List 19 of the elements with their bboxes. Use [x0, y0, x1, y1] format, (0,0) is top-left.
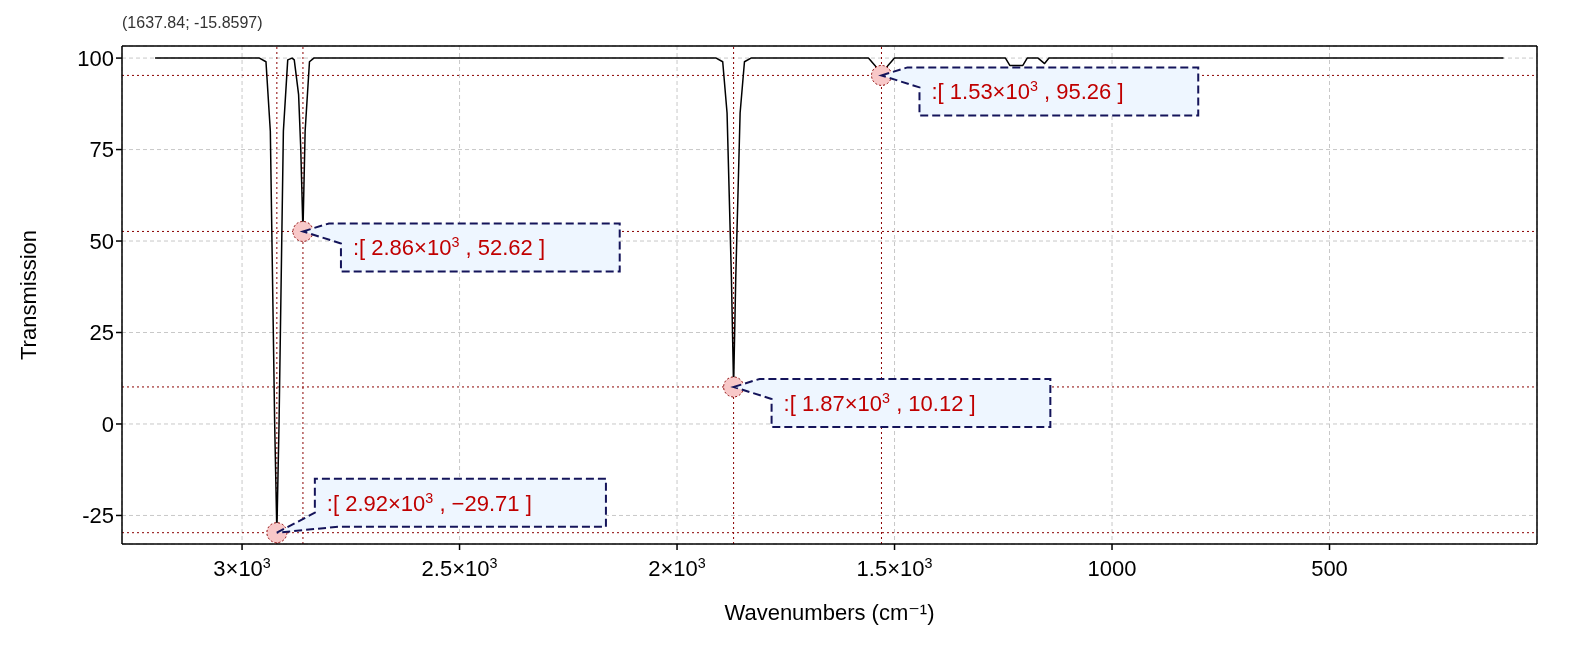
x-tick-label: 2×10$^{3}$ — [648, 555, 706, 581]
y-tick-label: 25 — [89, 320, 114, 346]
y-tick-label: 50 — [89, 228, 114, 254]
annotation: :[ 1.87×10$^{3}$ , 10.12 ] — [783, 389, 976, 416]
x-tick-label: 1.5×10$^{3}$ — [856, 555, 933, 581]
y-tick-label: 75 — [89, 137, 114, 163]
y-tick-label: -25 — [82, 503, 114, 529]
x-axis-title: Wavenumbers (cm⁻¹) — [724, 600, 935, 625]
y-tick-label: 100 — [77, 45, 114, 71]
x-tick-label: 500 — [1311, 556, 1348, 581]
text: (1637.84; -15.8597) — [122, 14, 263, 32]
annotation: :[ 1.53×10$^{3}$ , 95.26 ] — [931, 78, 1124, 105]
x-tick-label: 3×10$^{3}$ — [213, 555, 271, 581]
y-tick-label: 0 — [101, 411, 114, 437]
annotation: :[ 2.86×10$^{3}$ , 52.62 ] — [352, 234, 546, 261]
x-tick-label: 2.5×10$^{3}$ — [421, 555, 498, 581]
y-axis-title: Transmission — [15, 230, 41, 360]
annotation: :[ 2.92×10$^{3}$ , −29.71 ] — [326, 489, 532, 516]
x-tick-label: 1000 — [1087, 556, 1137, 581]
